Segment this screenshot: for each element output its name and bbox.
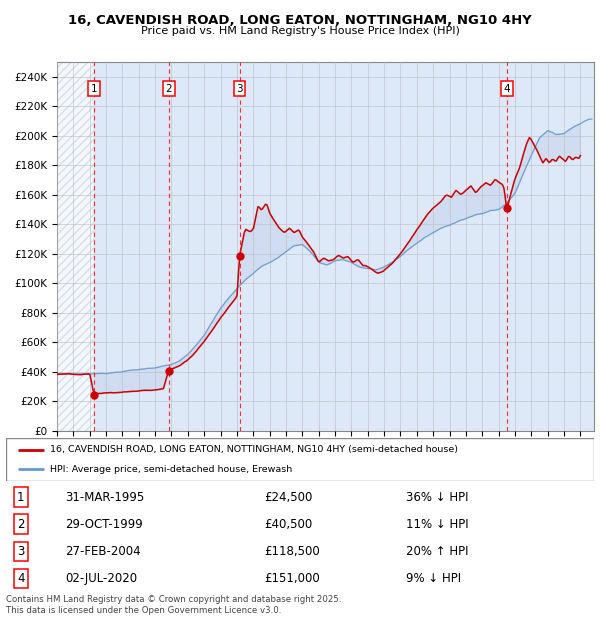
- Text: 20% ↑ HPI: 20% ↑ HPI: [406, 545, 469, 558]
- Text: 16, CAVENDISH ROAD, LONG EATON, NOTTINGHAM, NG10 4HY (semi-detached house): 16, CAVENDISH ROAD, LONG EATON, NOTTINGH…: [50, 445, 458, 454]
- Text: 1: 1: [91, 84, 97, 94]
- Text: 4: 4: [17, 572, 25, 585]
- Text: 9% ↓ HPI: 9% ↓ HPI: [406, 572, 461, 585]
- Text: 2: 2: [17, 518, 25, 531]
- Text: HPI: Average price, semi-detached house, Erewash: HPI: Average price, semi-detached house,…: [50, 464, 292, 474]
- Text: 1: 1: [17, 490, 25, 503]
- Text: 36% ↓ HPI: 36% ↓ HPI: [406, 490, 469, 503]
- Text: 16, CAVENDISH ROAD, LONG EATON, NOTTINGHAM, NG10 4HY: 16, CAVENDISH ROAD, LONG EATON, NOTTINGH…: [68, 14, 532, 27]
- Text: 31-MAR-1995: 31-MAR-1995: [65, 490, 144, 503]
- Text: Contains HM Land Registry data © Crown copyright and database right 2025.
This d: Contains HM Land Registry data © Crown c…: [6, 595, 341, 614]
- Text: £118,500: £118,500: [265, 545, 320, 558]
- Text: 27-FEB-2004: 27-FEB-2004: [65, 545, 140, 558]
- Text: £151,000: £151,000: [265, 572, 320, 585]
- Text: 3: 3: [17, 545, 25, 558]
- Text: 02-JUL-2020: 02-JUL-2020: [65, 572, 137, 585]
- Text: 29-OCT-1999: 29-OCT-1999: [65, 518, 143, 531]
- Text: 11% ↓ HPI: 11% ↓ HPI: [406, 518, 469, 531]
- Text: 2: 2: [166, 84, 172, 94]
- Text: Price paid vs. HM Land Registry's House Price Index (HPI): Price paid vs. HM Land Registry's House …: [140, 26, 460, 36]
- Text: £40,500: £40,500: [265, 518, 313, 531]
- Text: £24,500: £24,500: [265, 490, 313, 503]
- Text: 3: 3: [236, 84, 243, 94]
- Text: 4: 4: [503, 84, 510, 94]
